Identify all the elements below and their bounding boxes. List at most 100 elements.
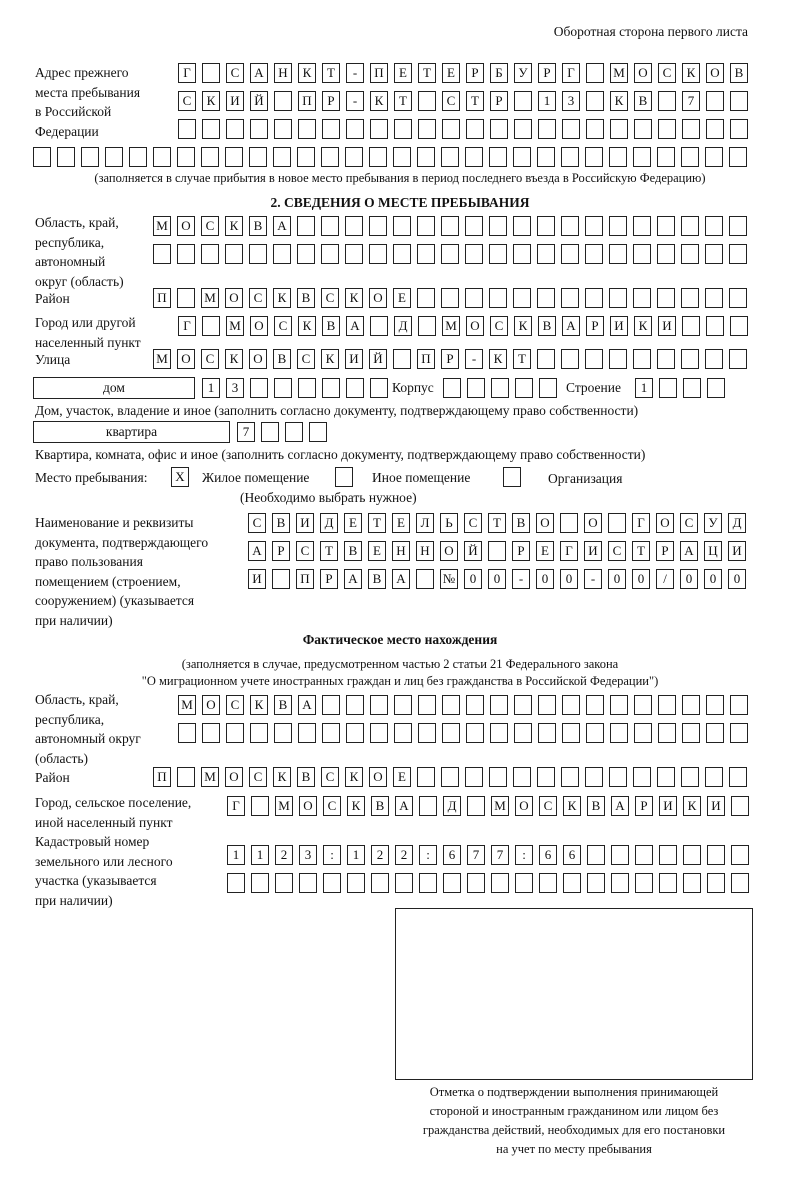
char-cell[interactable]	[633, 349, 651, 369]
char-cell[interactable]	[465, 244, 483, 264]
char-cell[interactable]	[657, 288, 675, 308]
char-cell[interactable]	[562, 695, 580, 715]
char-cell[interactable]	[609, 767, 627, 787]
char-cell[interactable]: О	[634, 63, 652, 83]
char-cell[interactable]	[441, 216, 459, 236]
char-cell[interactable]: М	[153, 349, 171, 369]
char-cell[interactable]	[465, 767, 483, 787]
char-cell[interactable]	[490, 119, 508, 139]
char-cell[interactable]	[33, 147, 51, 167]
char-cell[interactable]	[443, 873, 461, 893]
char-cell[interactable]: И	[658, 316, 676, 336]
char-cell[interactable]: -	[346, 63, 364, 83]
char-cell[interactable]: 0	[704, 569, 722, 589]
char-cell[interactable]: К	[610, 91, 628, 111]
char-cell[interactable]	[610, 723, 628, 743]
char-cell[interactable]: 0	[560, 569, 578, 589]
char-cell[interactable]	[658, 695, 676, 715]
char-cell[interactable]	[706, 723, 724, 743]
char-cell[interactable]	[105, 147, 123, 167]
char-cell[interactable]: 7	[237, 422, 255, 442]
char-cell[interactable]: Е	[394, 63, 412, 83]
char-cell[interactable]	[635, 873, 653, 893]
char-cell[interactable]	[585, 147, 603, 167]
char-cell[interactable]: О	[202, 695, 220, 715]
char-cell[interactable]	[465, 288, 483, 308]
char-cell[interactable]: 2	[275, 845, 293, 865]
char-cell[interactable]: А	[344, 569, 362, 589]
char-cell[interactable]	[586, 91, 604, 111]
char-cell[interactable]: Й	[250, 91, 268, 111]
char-cell[interactable]: С	[178, 91, 196, 111]
char-cell[interactable]: Е	[344, 513, 362, 533]
char-cell[interactable]	[585, 244, 603, 264]
house-type-field[interactable]: дом	[33, 377, 195, 399]
char-cell[interactable]	[513, 767, 531, 787]
char-cell[interactable]: Т	[368, 513, 386, 533]
flat-type-field[interactable]: квартира	[33, 421, 230, 443]
char-cell[interactable]: С	[539, 796, 557, 816]
char-cell[interactable]: А	[248, 541, 266, 561]
char-cell[interactable]: 1	[635, 378, 653, 398]
char-cell[interactable]	[419, 796, 437, 816]
char-cell[interactable]	[682, 119, 700, 139]
char-cell[interactable]	[417, 288, 435, 308]
char-cell[interactable]	[490, 695, 508, 715]
char-cell[interactable]: С	[680, 513, 698, 533]
char-cell[interactable]	[394, 695, 412, 715]
char-cell[interactable]	[729, 244, 747, 264]
char-cell[interactable]: Т	[322, 63, 340, 83]
char-cell[interactable]	[285, 422, 303, 442]
char-cell[interactable]: 2	[395, 845, 413, 865]
char-cell[interactable]: Ц	[704, 541, 722, 561]
char-cell[interactable]	[681, 767, 699, 787]
char-cell[interactable]: Т	[466, 91, 484, 111]
char-cell[interactable]	[225, 147, 243, 167]
char-cell[interactable]: 3	[562, 91, 580, 111]
char-cell[interactable]: М	[491, 796, 509, 816]
char-cell[interactable]: -	[346, 91, 364, 111]
char-cell[interactable]	[418, 316, 436, 336]
char-cell[interactable]	[249, 147, 267, 167]
char-cell[interactable]	[610, 119, 628, 139]
char-cell[interactable]: В	[249, 216, 267, 236]
char-cell[interactable]	[369, 216, 387, 236]
char-cell[interactable]: Р	[512, 541, 530, 561]
char-cell[interactable]	[417, 767, 435, 787]
char-cell[interactable]: В	[344, 541, 362, 561]
stay-organization-checkbox[interactable]	[503, 467, 521, 487]
char-cell[interactable]	[419, 873, 437, 893]
char-cell[interactable]	[609, 147, 627, 167]
char-cell[interactable]	[297, 147, 315, 167]
char-cell[interactable]	[515, 873, 533, 893]
char-cell[interactable]	[490, 723, 508, 743]
char-cell[interactable]: С	[296, 541, 314, 561]
char-cell[interactable]: Г	[562, 63, 580, 83]
char-cell[interactable]	[659, 845, 677, 865]
char-cell[interactable]: К	[321, 349, 339, 369]
char-cell[interactable]	[226, 119, 244, 139]
char-cell[interactable]: 0	[632, 569, 650, 589]
char-cell[interactable]	[707, 378, 725, 398]
char-cell[interactable]	[299, 873, 317, 893]
char-cell[interactable]	[609, 244, 627, 264]
char-cell[interactable]: 3	[226, 378, 244, 398]
char-cell[interactable]	[153, 147, 171, 167]
char-cell[interactable]	[489, 244, 507, 264]
char-cell[interactable]: 6	[539, 845, 557, 865]
char-cell[interactable]	[561, 349, 579, 369]
char-cell[interactable]	[442, 695, 460, 715]
char-cell[interactable]	[683, 873, 701, 893]
char-cell[interactable]: И	[584, 541, 602, 561]
char-cell[interactable]: И	[345, 349, 363, 369]
char-cell[interactable]	[539, 378, 557, 398]
char-cell[interactable]: К	[370, 91, 388, 111]
char-cell[interactable]: О	[466, 316, 484, 336]
char-cell[interactable]	[442, 119, 460, 139]
char-cell[interactable]	[729, 147, 747, 167]
char-cell[interactable]: К	[202, 91, 220, 111]
char-cell[interactable]	[515, 378, 533, 398]
char-cell[interactable]: М	[178, 695, 196, 715]
char-cell[interactable]: К	[225, 216, 243, 236]
char-cell[interactable]: :	[323, 845, 341, 865]
